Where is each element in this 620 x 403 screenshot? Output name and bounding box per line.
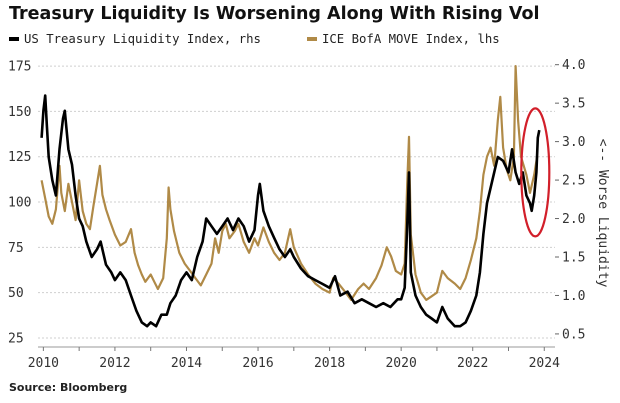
left-axis-ticks: 25 50 75 100 125 150 175 [8, 60, 31, 347]
series-layer [40, 65, 541, 328]
left-tick-label: 50 [8, 286, 24, 301]
x-tick-label: 2020 [385, 356, 416, 371]
series-line-treasury-liquidity [40, 94, 541, 328]
x-axis-ticks: 2010 2012 2014 2016 2018 2020 2022 2024 [28, 347, 560, 371]
x-tick-label: 2018 [314, 356, 345, 371]
left-tick-label: 175 [8, 60, 31, 75]
legend-item-treasury-liquidity: US Treasury Liquidity Index, rhs [9, 31, 261, 47]
right-tick-label: 3.5 [562, 97, 585, 112]
x-tick-label: 2016 [242, 356, 273, 371]
highlight-ellipse [520, 107, 551, 238]
right-tick-label: 1.5 [562, 251, 585, 266]
right-tick-label: 0.5 [562, 327, 585, 342]
left-tick-label: 25 [8, 331, 24, 346]
series-line-move-index [40, 65, 539, 301]
source-note: Source: Bloomberg [9, 381, 128, 394]
x-tick-label: 2012 [99, 356, 130, 371]
right-tick-label: 4.0 [562, 58, 585, 73]
grid-layer [38, 65, 555, 339]
right-tick-label: 2.5 [562, 174, 585, 189]
left-tick-label: 125 [8, 150, 31, 165]
left-tick-label: 75 [8, 241, 24, 256]
right-axis-label: <-- Worse Liquidity [595, 139, 610, 288]
x-tick-label: 2014 [171, 356, 202, 371]
x-tick-label: 2010 [28, 356, 59, 371]
x-tick-label: 2022 [457, 356, 488, 371]
chart-title: Treasury Liquidity Is Worsening Along Wi… [9, 4, 540, 24]
right-tick-label: 1.0 [562, 289, 585, 304]
legend-swatch-gold [307, 37, 317, 41]
legend-label-treasury-liquidity: US Treasury Liquidity Index, rhs [24, 32, 261, 46]
left-tick-label: 100 [8, 196, 31, 211]
legend-swatch-black [9, 37, 19, 41]
right-tick-label: 2.0 [562, 212, 585, 227]
x-tick-label: 2024 [529, 356, 560, 371]
left-tick-label: 150 [8, 105, 31, 120]
legend-label-move-index: ICE BofA MOVE Index, lhs [322, 32, 500, 46]
legend-item-move-index: ICE BofA MOVE Index, lhs [307, 31, 500, 47]
right-axis-ticks: 0.5 1.0 1.5 2.0 2.5 3.0 3.5 4.0 [555, 58, 585, 342]
right-tick-label: 3.0 [562, 135, 585, 150]
